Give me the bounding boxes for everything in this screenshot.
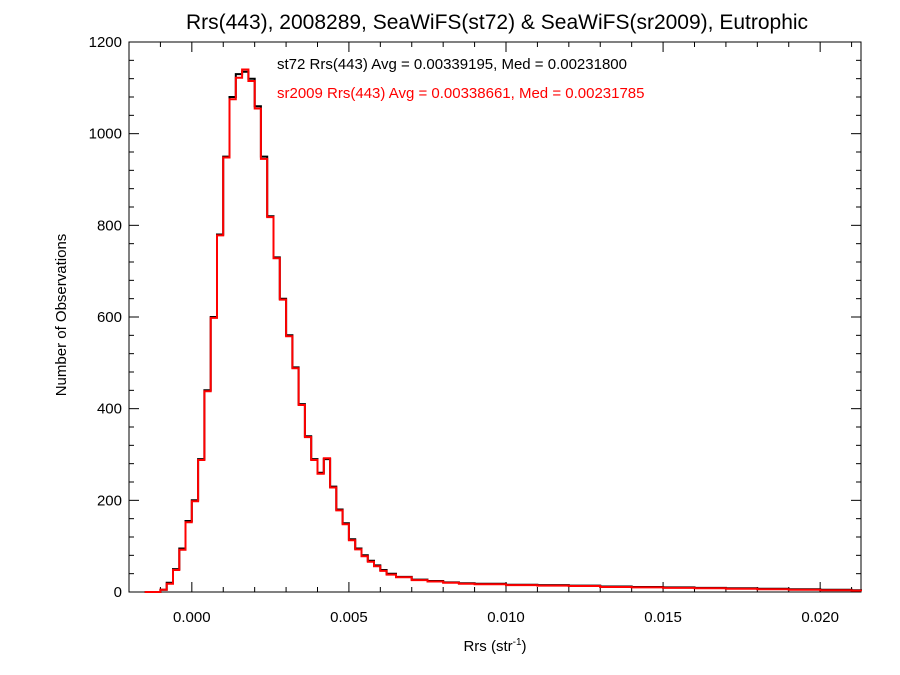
x-tick-label: 0.010 xyxy=(487,609,525,626)
y-tick-label: 200 xyxy=(97,492,122,509)
y-tick-label: 600 xyxy=(97,309,122,326)
y-tick-label: 400 xyxy=(97,401,122,418)
tick-labels: 0.000 0.005 0.010 0.015 0.020 0 200 400 600 800 10… xyxy=(89,34,839,626)
x-tick-label: 0.015 xyxy=(644,609,682,626)
annotation-st72: st72 Rrs(443) Avg = 0.00339195, Med = 0.… xyxy=(277,56,627,73)
series-line-sr2009 xyxy=(144,68,862,593)
y-tick-label: 800 xyxy=(97,217,122,234)
y-tick-label: 0 xyxy=(114,584,122,601)
x-axis-label: Rrs (str-1) xyxy=(463,637,526,655)
x-tick-label: 0.000 xyxy=(173,609,211,626)
y-tick-label: 1200 xyxy=(89,34,122,51)
y-tick-label: 1000 xyxy=(89,126,122,143)
y-axis-label: Number of Observations xyxy=(53,234,70,397)
x-axis-label-main: Rrs (str xyxy=(463,638,512,655)
x-tick-label: 0.005 xyxy=(330,609,368,626)
series-group xyxy=(144,68,862,593)
x-axis-label-superscript: -1 xyxy=(513,637,522,648)
x-axis-label-end: ) xyxy=(522,638,527,655)
chart-title: Rrs(443), 2008289, SeaWiFS(st72) & SeaWi… xyxy=(186,11,808,34)
x-tick-label: 0.020 xyxy=(801,609,839,626)
annotation-sr2009: sr2009 Rrs(443) Avg = 0.00338661, Med = … xyxy=(277,85,645,102)
